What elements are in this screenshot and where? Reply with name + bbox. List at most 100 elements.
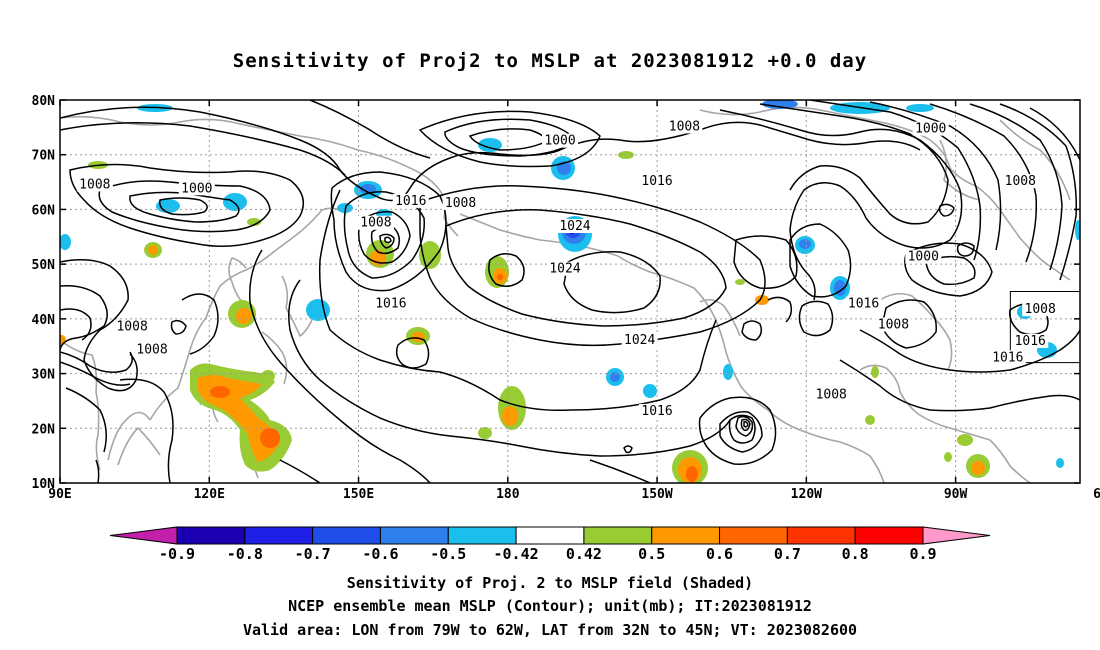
contour-label-bg [556,219,593,234]
contour-label-bg [178,181,215,196]
contour-label: 1024 [624,333,655,348]
contour-label: 1000 [915,122,946,137]
contour-label-bg [639,174,676,189]
lat-label: 40N [32,313,56,328]
colorbar-box [515,526,585,545]
contour-label: 1008 [1005,174,1036,189]
map-frame [59,99,1081,484]
colorbar-label: 0.5 [638,545,665,563]
contour-label-bg [114,319,151,334]
colorbar-label: -0.42 [494,545,539,563]
lat-label: 70N [32,149,56,164]
contour-label: 1008 [669,119,700,134]
colorbar-label: 0.7 [774,545,801,563]
map-background [60,100,1080,483]
map-title: Sensitivity of Proj2 to MSLP at 20230819… [232,50,868,72]
colorbar-label: 0.6 [706,545,733,563]
colorbar-label: 0.8 [842,545,869,563]
contour-label: 1000 [544,134,575,149]
longitude-axis: 90E 120E 150E 180 150W 120W 90W 60W [48,100,1100,502]
lat-label: 50N [32,258,56,273]
caption-line-1: Sensitivity of Proj. 2 to MSLP field (Sh… [346,574,754,592]
lat-label: 80N [32,94,56,109]
contour-label-bg [547,261,584,276]
contour-label-bg [1012,333,1049,348]
lat-label: 60N [32,203,56,218]
colorbar-label: -0.7 [295,545,331,563]
contour-label: 1016 [848,297,879,312]
colorbar-box [447,526,517,545]
contour-label-bg [845,296,882,311]
contour-label-bg [989,350,1026,365]
contour-label: 1008 [878,318,909,333]
contour-label: 1008 [816,388,847,403]
colorbar-box [854,526,924,545]
contour-label: 1016 [641,404,672,419]
colorbar-label: -0.8 [227,545,263,563]
colorbar-box [786,526,856,545]
lon-label: 90W [944,487,968,502]
mslp-contours [60,100,1080,483]
contour-label: 1008 [136,343,167,358]
contour-label: 1024 [559,219,590,234]
contour-label: 1008 [360,216,391,231]
colorbar-box [651,526,721,545]
contour-label-bg [912,121,949,136]
colorbar-box [719,526,788,545]
colorbar-label: 0.9 [909,545,936,563]
colorbar-low-extension [109,526,178,545]
lat-label: 10N [32,477,56,492]
contour-label-bg [1002,174,1039,189]
colorbar-box [583,526,653,545]
contour-label-bg [905,249,942,264]
contour-label: 1000 [908,250,939,265]
colorbar-label: 0.42 [566,545,602,563]
lat-label: 20N [32,422,56,437]
colorbar-label: -0.9 [159,545,195,563]
latitude-axis: 80N 70N 60N 50N 40N 30N 20N 10N [32,94,1080,492]
contour-label-bg [392,193,429,208]
lat-label: 30N [32,368,56,383]
lon-label: 180 [496,487,520,502]
colorbar-box [244,526,314,545]
contour-label-bg [666,119,703,134]
lon-label: 120E [194,487,225,502]
lon-label: 120W [791,487,822,502]
contour-label: 1008 [116,320,147,335]
contour-label-bg [542,133,579,148]
contour-label-bg [875,317,912,332]
caption-line-3: Valid area: LON from 79W to 62W, LAT fro… [242,621,858,639]
colorbar-box [312,526,381,545]
valid-area-box [1009,291,1080,364]
colorbar-high-extension [922,526,991,545]
colorbar-label: -0.6 [362,545,398,563]
contour-label-bg [639,403,676,418]
contour-label: 1008 [79,177,110,192]
contour-label-bg [442,196,479,211]
contour-label: 1008 [445,196,476,211]
contour-label-bg [76,177,113,192]
contour-label-bg [372,296,409,311]
lon-label: 60W [1093,487,1100,502]
contour-label: 1000 [181,181,212,196]
colorbar-box [176,526,246,545]
contour-label: 1016 [1015,334,1046,349]
contour-label: 1016 [395,194,426,209]
contour-label: 1016 [641,174,672,189]
contour-label-bg [1022,302,1059,317]
contour-label-bg [621,332,658,347]
lon-label: 150W [641,487,672,502]
colorbar-label: -0.5 [430,545,466,563]
contour-label-bg [813,387,850,402]
contour-label-bg [357,215,394,230]
colorbar: -0.9 -0.8 -0.7 -0.6 -0.5 -0.42 0.42 0.5 0.6 0.7 0.… [109,526,991,563]
contour-label-bg [134,342,171,357]
contour-label: 1016 [375,297,406,312]
contour-labels: 1000 1008 1000 1008 1000 1016 1008 1008 1016 1024… [76,119,1059,419]
contour-label: 1024 [549,262,580,277]
lon-label: 150E [343,487,374,502]
caption-line-2: NCEP ensemble mean MSLP (Contour); unit(… [288,597,812,615]
lon-label: 90E [48,487,71,502]
colorbar-box [379,526,449,545]
